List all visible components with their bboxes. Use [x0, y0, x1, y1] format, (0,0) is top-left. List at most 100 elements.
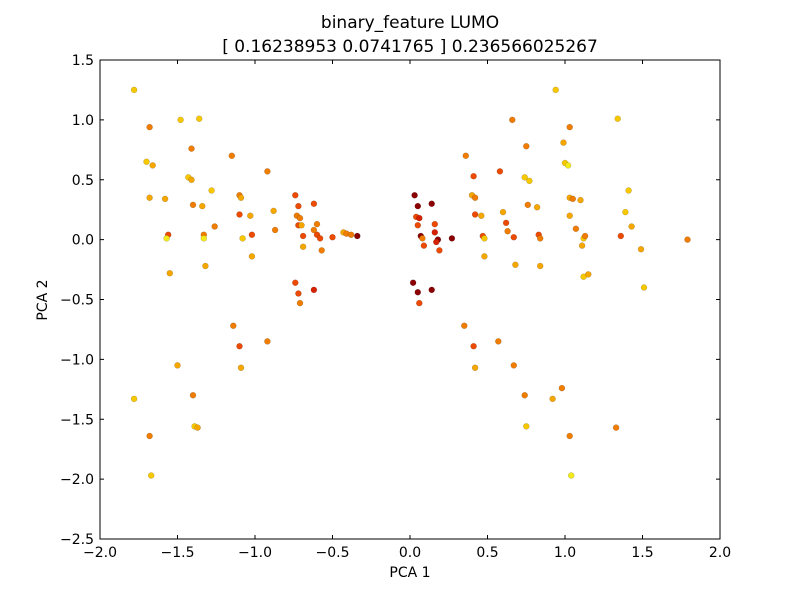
scatter-point — [230, 322, 237, 330]
scatter-point — [200, 235, 208, 242]
scatter-point — [143, 158, 150, 166]
x-tick-label: −1.0 — [238, 545, 272, 561]
scatter-point — [295, 202, 302, 210]
scatter-point — [177, 116, 184, 124]
scatter-point — [313, 220, 321, 228]
scatter-point — [637, 245, 645, 253]
scatter-point — [194, 424, 201, 431]
scatter-point — [510, 233, 518, 241]
scatter-point — [236, 342, 243, 350]
y-tick-label: 1.5 — [72, 53, 94, 69]
y-tick-label: −0.5 — [60, 293, 94, 309]
x-tick-label: −1.5 — [161, 545, 195, 561]
scatter-point — [577, 196, 584, 204]
scatter-point — [496, 168, 504, 175]
scatter-point — [299, 232, 307, 240]
scatter-point — [174, 362, 181, 369]
scatter-point — [188, 145, 195, 152]
scatter-point — [640, 284, 648, 291]
scatter-point — [612, 424, 620, 431]
scatter-point — [161, 195, 169, 203]
x-tick-label: 0.5 — [476, 545, 498, 561]
scatter-point — [146, 432, 153, 440]
scatter-point — [416, 214, 423, 222]
scatter-point — [428, 286, 435, 294]
scatter-point — [298, 222, 305, 229]
scatter-point — [270, 207, 277, 215]
scatter-point — [199, 202, 206, 210]
scatter-point — [239, 235, 246, 242]
scatter-point — [146, 123, 153, 131]
scatter-point — [416, 299, 423, 307]
chart-subtitle: [ 0.16238953 0.0741765 ] 0.236566025267 — [222, 37, 598, 57]
chart-title: binary_feature LUMO — [321, 13, 499, 33]
scatter-point — [211, 223, 218, 230]
x-tick-label: −0.5 — [316, 545, 350, 561]
scatter-point — [316, 235, 324, 242]
scatter-point — [512, 261, 519, 269]
plot-frame — [99, 59, 721, 540]
scatter-point — [471, 194, 479, 201]
scatter-point — [146, 194, 153, 201]
scatter-point — [147, 472, 155, 479]
scatter-point — [569, 195, 577, 203]
scatter-point — [536, 262, 544, 270]
scatter-point — [628, 223, 635, 230]
scatter-point — [414, 289, 422, 296]
scatter-point — [526, 177, 533, 185]
scatter-point — [566, 432, 573, 440]
x-tick-label: 1.0 — [554, 545, 576, 561]
scatter-point — [470, 342, 477, 350]
scatter-point — [552, 86, 559, 94]
scatter-point — [566, 123, 573, 131]
y-tick-label: 0.5 — [72, 173, 94, 189]
scatter-point — [536, 235, 544, 242]
scatter-point — [523, 142, 530, 150]
scatter-point — [264, 338, 271, 345]
scatter-point — [431, 229, 439, 236]
x-tick-label: −2.0 — [83, 545, 117, 561]
scatter-point — [521, 392, 528, 399]
scatter-point — [481, 253, 488, 260]
scatter-point — [130, 86, 138, 94]
scatter-point — [625, 187, 632, 194]
scatter-point — [558, 384, 566, 392]
scatter-point — [502, 219, 510, 227]
scatter-point — [622, 208, 629, 216]
scatter-point — [684, 236, 691, 243]
scatter-point — [420, 242, 428, 249]
scatter-point — [614, 115, 621, 122]
scatter-point — [236, 211, 243, 218]
x-tick-label: 0.0 — [399, 545, 421, 561]
scatter-point — [419, 235, 426, 242]
scatter-point — [560, 139, 567, 146]
scatter-point — [471, 211, 479, 218]
scatter-point — [428, 200, 435, 207]
x-tick-label: 2.0 — [709, 545, 731, 561]
scatter-point — [581, 232, 589, 240]
scatter-point — [617, 232, 625, 240]
scatter-point — [189, 201, 197, 209]
scatter-point — [566, 212, 573, 219]
scatter-point — [329, 233, 336, 241]
scatter-point — [471, 364, 479, 372]
scatter-point — [296, 214, 304, 222]
scatter-point — [248, 253, 256, 260]
scatter-point — [436, 247, 443, 254]
scatter-point — [495, 338, 502, 345]
scatter-point — [461, 322, 468, 330]
scatter-point — [509, 116, 516, 124]
scatter-point — [504, 227, 511, 235]
scatter-point — [247, 212, 254, 219]
scatter-point — [414, 222, 422, 229]
x-axis-label: PCA 1 — [389, 565, 430, 581]
scatter-point — [567, 472, 575, 479]
scatter-point — [195, 115, 203, 122]
scatter-point — [354, 232, 361, 240]
scatter-point — [347, 231, 355, 239]
scatter-point — [448, 235, 456, 242]
scatter-point — [208, 187, 215, 194]
scatter-point — [585, 271, 592, 278]
scatter-point — [189, 392, 197, 399]
